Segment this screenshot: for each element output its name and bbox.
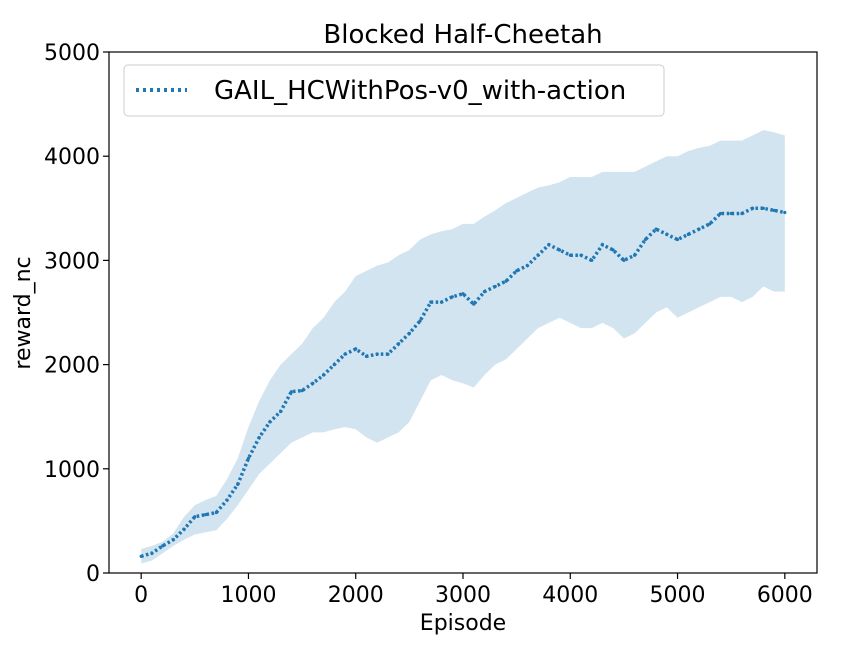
data-point [343, 352, 347, 356]
data-point [643, 237, 647, 242]
data-point [772, 208, 776, 212]
data-point [429, 300, 433, 304]
data-point [461, 292, 465, 296]
data-point [332, 363, 336, 367]
data-point [579, 253, 583, 257]
data-point [214, 510, 218, 515]
data-point [504, 279, 508, 283]
x-axis-label: Episode [420, 611, 506, 636]
data-point [450, 295, 454, 299]
data-point [654, 227, 658, 231]
data-point [268, 420, 272, 424]
y-axis: 0 1000 2000 3000 4000 5000 [44, 41, 109, 587]
data-point [633, 253, 637, 257]
data-point [397, 342, 401, 346]
data-point [182, 527, 186, 531]
data-point [364, 354, 369, 358]
x-tick-label: 6000 [757, 583, 813, 608]
data-point [525, 264, 529, 268]
data-point [289, 390, 293, 394]
legend: GAIL_HCWithPos-v0_with-action [123, 64, 665, 117]
data-point [493, 284, 497, 289]
data-point [161, 544, 165, 548]
data-point [611, 248, 615, 252]
data-point [783, 210, 787, 215]
data-point [697, 227, 701, 231]
data-point [557, 248, 562, 252]
data-point [246, 456, 251, 460]
data-point [472, 302, 476, 306]
data-point [375, 352, 379, 356]
chart-title: Blocked Half-Cheetah [323, 20, 602, 50]
data-point [321, 373, 326, 377]
y-tick-label: 0 [86, 562, 100, 587]
data-point [354, 347, 358, 351]
data-point [203, 513, 208, 517]
data-point [708, 222, 712, 226]
confidence-band-layer [141, 130, 785, 564]
x-tick-label: 1000 [220, 583, 276, 608]
data-point [482, 290, 487, 294]
data-point [171, 538, 175, 542]
data-point [257, 435, 261, 440]
data-point [150, 551, 154, 555]
data-point [300, 389, 304, 393]
data-point [225, 498, 229, 502]
data-point [193, 515, 197, 519]
data-point [386, 352, 390, 356]
x-tick-label: 0 [134, 583, 148, 608]
data-point [718, 211, 723, 216]
data-point [729, 211, 733, 216]
data-point [536, 253, 540, 257]
y-tick-label: 5000 [44, 41, 100, 66]
legend-label: GAIL_HCWithPos-v0_with-action [214, 76, 626, 106]
data-point [279, 409, 283, 414]
data-point [568, 253, 572, 257]
legend-box [123, 64, 665, 117]
x-tick-label: 5000 [650, 583, 706, 608]
x-tick-label: 4000 [542, 583, 598, 608]
data-point [740, 211, 744, 216]
data-point [590, 258, 594, 262]
data-point [622, 258, 626, 262]
data-point [139, 554, 143, 558]
y-tick-label: 1000 [44, 458, 100, 483]
data-point [418, 319, 422, 323]
data-point [407, 331, 411, 335]
mean-line-layer [139, 206, 787, 559]
data-point [600, 243, 605, 247]
data-point [751, 206, 755, 210]
data-point [236, 482, 240, 487]
y-tick-label: 3000 [44, 249, 100, 274]
data-point [515, 269, 519, 273]
data-point [439, 300, 444, 304]
y-tick-label: 2000 [44, 354, 100, 379]
data-point [761, 206, 765, 210]
x-tick-label: 3000 [435, 583, 491, 608]
data-point [547, 243, 551, 247]
x-axis: 0 1000 2000 3000 4000 5000 6000 [134, 573, 813, 608]
data-point [675, 237, 680, 242]
y-tick-label: 4000 [44, 145, 100, 170]
series-points [139, 206, 787, 558]
confidence-band [141, 130, 785, 564]
y-axis-label: reward_nc [11, 256, 36, 369]
x-tick-label: 2000 [328, 583, 384, 608]
data-point [686, 232, 690, 236]
data-point [311, 381, 315, 385]
data-point [665, 232, 669, 236]
